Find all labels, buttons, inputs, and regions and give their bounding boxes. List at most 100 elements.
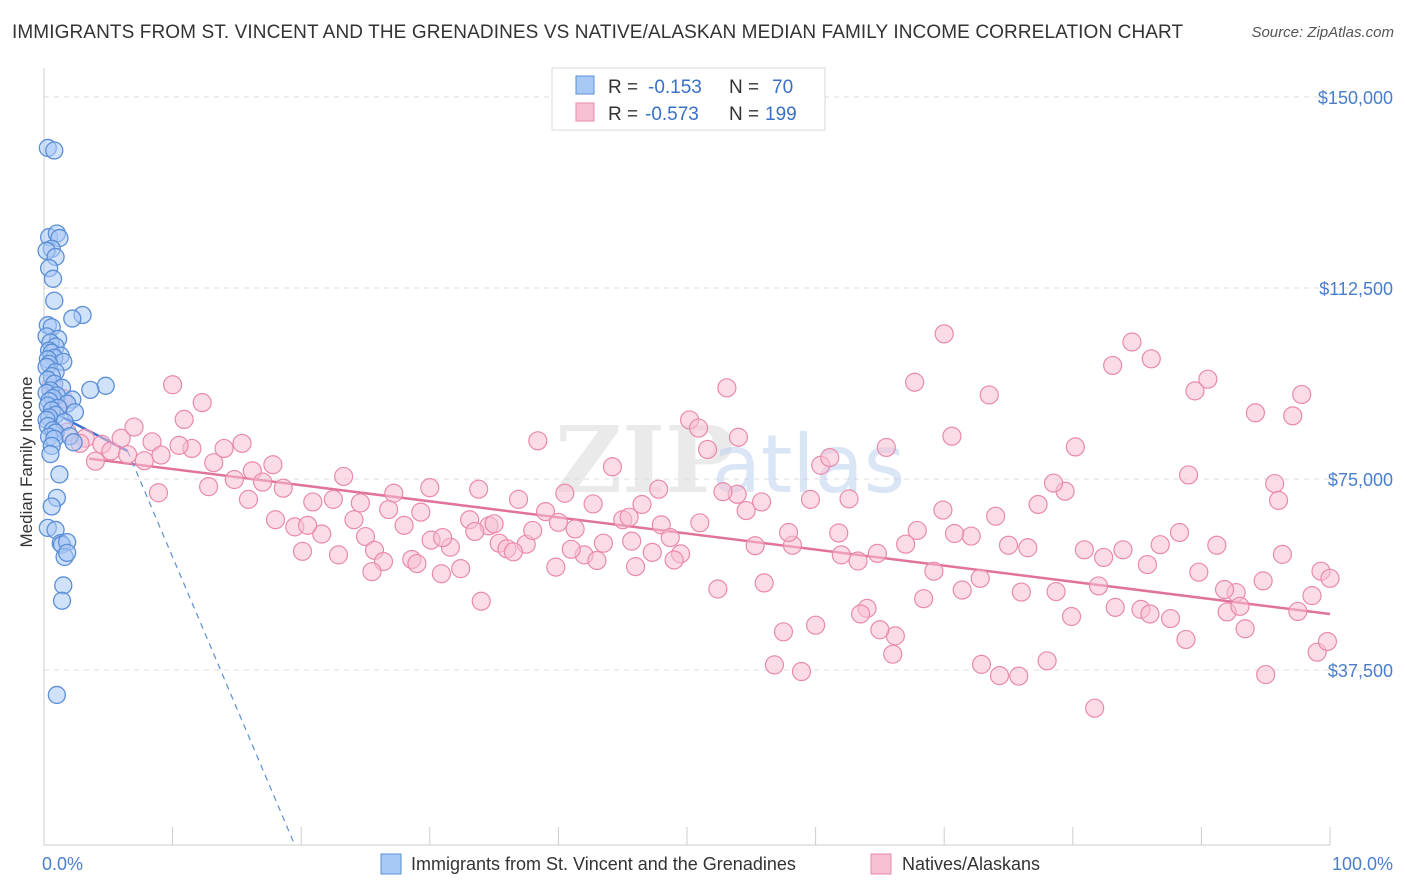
natives-point-139 — [883, 644, 903, 664]
immigrants-point-67 — [57, 543, 77, 563]
natives-point-10 — [163, 375, 183, 395]
natives-point-84 — [876, 437, 896, 458]
natives-point-9 — [151, 445, 171, 465]
bottom-legend-label-immigrants: Immigrants from St. Vincent and the Gren… — [411, 854, 796, 874]
bottom-legend-swatch-pink — [870, 853, 892, 875]
natives-point-33 — [394, 515, 414, 535]
natives-point-151 — [85, 451, 106, 471]
immigrants-point-10 — [45, 291, 64, 310]
immigrants-point-57 — [41, 444, 60, 464]
natives-point-70 — [745, 536, 765, 556]
natives-point-71 — [754, 573, 774, 593]
natives-point-133 — [420, 478, 440, 498]
natives-point-96 — [989, 666, 1010, 686]
immigrants-point-60 — [42, 497, 61, 516]
natives-point-155 — [169, 435, 189, 455]
natives-point-47 — [528, 431, 548, 451]
natives-point-102 — [1046, 581, 1066, 602]
immigrants-point-70 — [47, 685, 67, 705]
natives-point-45 — [508, 489, 529, 509]
natives-point-55 — [602, 457, 623, 477]
natives-trend-line — [88, 457, 1331, 616]
natives-point-110 — [1122, 332, 1142, 352]
natives-point-131 — [1320, 568, 1340, 588]
natives-point-129 — [1302, 586, 1322, 606]
natives-point-174 — [690, 513, 710, 533]
natives-point-79 — [829, 523, 849, 543]
natives-point-122 — [1235, 619, 1255, 639]
natives-point-123 — [1245, 403, 1266, 423]
natives-point-48 — [535, 501, 556, 522]
natives-point-32 — [384, 483, 404, 503]
natives-point-88 — [914, 589, 934, 609]
y-tick-label-3: $150,000 — [1318, 88, 1393, 108]
natives-point-35 — [411, 502, 431, 522]
natives-point-8 — [142, 432, 162, 452]
natives-point-17 — [232, 433, 252, 453]
natives-point-49 — [546, 557, 566, 577]
natives-point-165 — [465, 521, 485, 542]
legend-r-value-2: -0.573 — [645, 104, 699, 125]
natives-point-169 — [548, 512, 569, 532]
natives-point-16 — [224, 469, 244, 490]
natives-point-176 — [751, 492, 772, 512]
natives-point-184 — [1011, 582, 1031, 602]
y-axis-label: Median Family Income — [17, 376, 36, 547]
natives-point-27 — [334, 466, 354, 487]
y-tick-labels: $37,500 $75,000 $112,500 $150,000 — [1318, 88, 1393, 681]
correlation-legend: R = -0.153 N = 70 R = -0.573 N = 199 — [551, 67, 826, 131]
natives-point-19 — [253, 472, 273, 492]
immigrants-point-32 — [81, 380, 100, 400]
natives-point-107 — [1094, 547, 1114, 568]
natives-point-57 — [622, 531, 642, 551]
natives-point-106 — [1085, 698, 1105, 718]
natives-point-69 — [736, 500, 756, 521]
natives-point-92 — [952, 580, 972, 600]
natives-point-170 — [587, 550, 607, 571]
natives-point-185 — [1061, 606, 1082, 627]
natives-point-164 — [433, 527, 453, 548]
natives-point-76 — [800, 489, 821, 509]
natives-point-20 — [263, 455, 283, 475]
natives-point-144 — [1140, 604, 1160, 624]
natives-point-191 — [1288, 601, 1308, 622]
natives-point-161 — [350, 493, 370, 513]
immigrants-point-12 — [63, 309, 82, 328]
immigrants-point-1 — [45, 141, 64, 160]
natives-point-147 — [1268, 490, 1289, 510]
natives-point-67 — [717, 378, 737, 398]
natives-point-167 — [503, 542, 523, 562]
legend-n-label-2: N = — [729, 104, 759, 125]
immigrants-point-69 — [52, 591, 72, 610]
natives-point-168 — [523, 520, 543, 541]
legend-r-label-2: R = — [608, 104, 638, 125]
immigrants-trend-extension — [127, 450, 296, 846]
natives-point-53 — [583, 494, 603, 514]
natives-point-128 — [1292, 384, 1312, 405]
natives-point-187 — [1137, 554, 1157, 575]
legend-swatch-blue — [575, 75, 595, 95]
x-tick-label-1: 100.0% — [1332, 854, 1393, 874]
immigrants-point-58 — [50, 465, 69, 484]
natives-point-137 — [728, 427, 749, 447]
y-tick-label-2: $112,500 — [1319, 279, 1393, 299]
natives-point-115 — [1169, 522, 1190, 543]
natives-point-159 — [298, 515, 318, 535]
natives-point-25 — [312, 524, 332, 544]
natives-point-119 — [1207, 535, 1227, 555]
natives-point-95 — [979, 385, 999, 405]
y-tick-label-0: $37,500 — [1328, 661, 1393, 681]
chart-title: IMMIGRANTS FROM ST. VINCENT AND THE GREN… — [12, 22, 1184, 43]
immigrants-point-31 — [96, 376, 115, 395]
natives-point-125 — [1265, 473, 1285, 494]
natives-point-98 — [1009, 666, 1029, 686]
natives-point-26 — [323, 489, 343, 509]
natives-point-192 — [1317, 631, 1338, 652]
x-tick-labels: 0.0% 100.0% — [42, 854, 1393, 874]
natives-point-153 — [124, 417, 144, 437]
bottom-legend-label-natives: Natives/Alaskans — [902, 854, 1040, 874]
natives-point-50 — [555, 483, 575, 503]
natives-point-66 — [708, 579, 728, 599]
natives-point-113 — [1150, 535, 1170, 555]
